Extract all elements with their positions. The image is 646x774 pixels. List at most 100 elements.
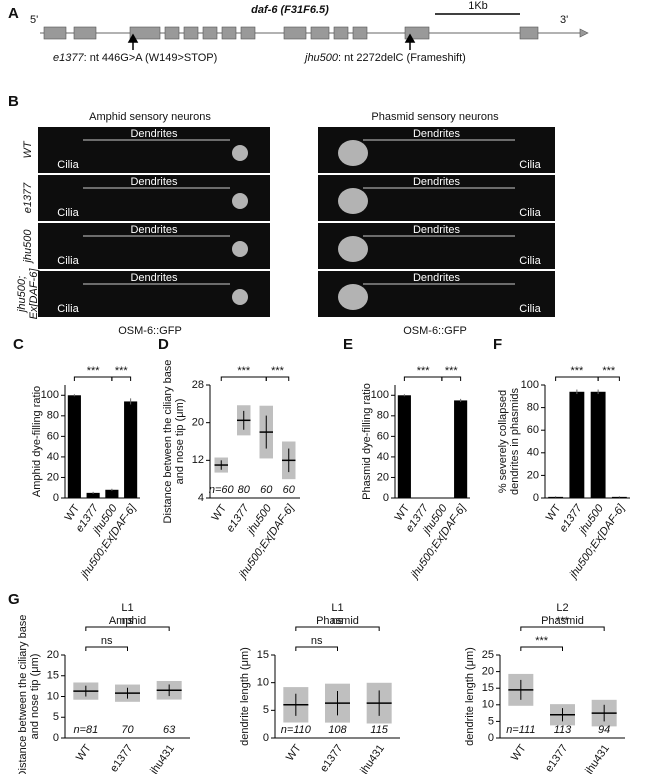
y-axis-label: % severely collapseddendrites in phasmid… [497,388,521,496]
y-tick-label: 20 [47,649,59,661]
sig-bracket [85,646,128,651]
n-label: 80 [238,484,251,496]
cell-body [338,140,368,166]
x-tick-label: WT [284,742,304,763]
dendrite-label: Dendrites [130,128,178,140]
y-tick-label: 5 [488,715,494,727]
y-tick-label: 25 [482,649,494,661]
sig-bracket [520,626,605,631]
y-tick-label: 10 [47,690,59,702]
y-axis-label: Amphid dye-filling ratio [31,386,43,497]
allele: jhu500: nt 2272delC (Frameshift) [303,52,466,64]
micrograph [38,127,270,173]
sig-label: ns [332,615,344,627]
sig-label: *** [417,365,431,377]
cell-body [338,236,368,262]
y-axis-label: dendrite length (μm) [464,647,476,746]
cilia-label: Cilia [57,159,79,171]
y-tick-label: 100 [371,389,389,401]
bar [454,400,468,498]
n-label: 60 [283,484,296,496]
y-tick-label: 28 [192,379,204,391]
y-tick-label: 20 [482,666,494,678]
sig-label: ns [311,635,323,647]
panel-label: C [13,336,24,353]
row-label-line: WT [22,140,34,158]
y-tick-label: 0 [488,732,494,744]
sig-label: *** [115,365,129,377]
y-tick-label: 0 [263,732,269,744]
sig-label: *** [271,365,285,377]
allele: e1377: nt 446G>A (W149>STOP) [53,52,217,64]
n-label: 115 [370,724,388,736]
y-tick-label: 0 [383,492,389,504]
y-tick-label: 40 [527,447,539,459]
sig-label: *** [237,365,251,377]
sig-label: *** [445,365,459,377]
panel-label: A [8,5,19,22]
cilia-label: Cilia [57,303,79,315]
dendrite-label: Dendrites [413,224,461,236]
n-label: n=81 [73,724,98,736]
row-label-line: jhu500 [22,229,34,265]
x-tick-label: WT [544,502,564,523]
three-prime: 3' [560,14,568,26]
n-label: 108 [328,724,347,736]
gene-name: daf-6 (F31F6.5) [251,4,329,16]
y-axis-label: Phasmid dye-filling ratio [361,383,373,500]
bar [590,391,606,498]
sig-bracket [265,376,290,381]
dendrite-label: Dendrites [413,176,461,188]
cilia-label: Cilia [519,303,541,315]
chart-title: L1 [121,602,133,614]
allele-desc: : nt 446G>A (W149>STOP) [84,52,218,64]
row-label-line: jhu500; [16,276,28,314]
cilia-label: Cilia [519,207,541,219]
panel-label: F [493,336,502,353]
y-tick-label: 0 [53,492,59,504]
micrograph [38,223,270,269]
bar [569,391,585,498]
y-tick-label: 80 [377,410,389,422]
n-label: 94 [598,724,610,736]
sig-label: ns [122,615,134,627]
y-tick-label: 20 [47,471,59,483]
chart-title: Phasmid [541,615,584,627]
micrograph [38,271,270,317]
y-tick-label: 100 [521,379,539,391]
caption: OSM-6::GFP [403,325,467,337]
cell-body [232,241,248,257]
sig-bracket [220,376,267,381]
y-tick-label: 60 [527,424,539,436]
y-tick-label: 10 [482,699,494,711]
n-label: 113 [554,724,572,736]
cell-body [232,289,248,305]
row-label-line: Ex[DAF-6] [28,268,40,320]
sig-bracket [73,376,113,381]
cell-body [338,284,368,310]
sig-bracket [597,376,620,381]
y-axis-label-line: dendrites in phasmids [509,388,521,496]
n-label: n=111 [506,724,535,736]
cell-body [338,188,368,214]
row-label-line: e1377 [22,182,34,213]
y-axis-label-line: Distance between the ciliary base [162,360,174,524]
y-tick-label: 60 [47,430,59,442]
cell-body [232,145,248,161]
cilia-label: Cilia [519,255,541,267]
y-axis-label-line: % severely collapsed [497,390,509,493]
y-tick-label: 80 [47,410,59,422]
n-label: 70 [121,724,134,736]
bar [105,489,119,498]
n-label: 63 [163,724,176,736]
sig-bracket [520,646,563,651]
y-axis-label: Distance between the ciliary baseand nos… [17,615,41,774]
y-tick-label: 20 [527,469,539,481]
y-tick-label: 4 [198,492,204,504]
sig-bracket [85,626,170,631]
sig-label: *** [602,365,616,377]
y-tick-label: 40 [377,451,389,463]
cilia-label: Cilia [57,207,79,219]
sig-bracket [403,376,443,381]
chart-title: Amphid [109,615,146,627]
